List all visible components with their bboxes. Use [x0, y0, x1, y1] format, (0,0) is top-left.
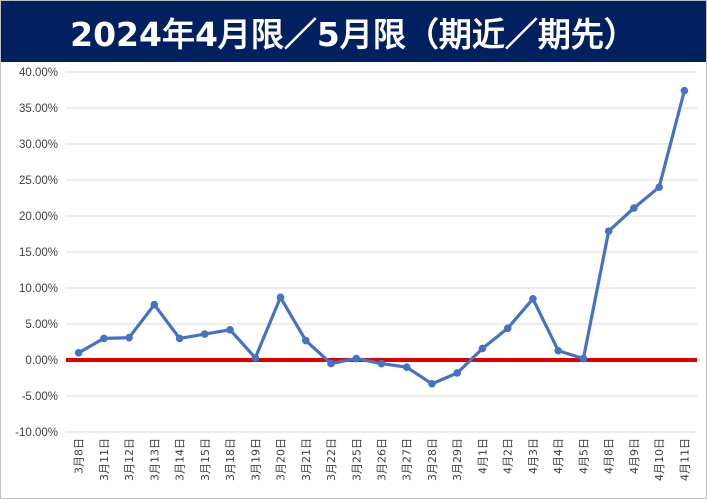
- data-point: [301, 336, 310, 345]
- x-tick-label: 3月20日: [275, 438, 288, 481]
- x-tick-label: 3月11日: [98, 438, 111, 481]
- x-tick-label: 3月18日: [224, 438, 237, 481]
- y-tick-label: 30.00%: [19, 139, 58, 151]
- title-bar: 2024年4月限／5月限（期近／期先）: [1, 1, 706, 62]
- data-point: [554, 346, 562, 355]
- data-point: [579, 354, 588, 363]
- x-tick-label: 3月13日: [148, 438, 161, 481]
- data-point: [680, 86, 689, 95]
- x-tick-label: 4月8日: [603, 438, 616, 474]
- data-point: [175, 334, 184, 343]
- x-tick-label: 4月2日: [502, 438, 515, 474]
- data-point: [251, 354, 260, 362]
- x-tick-label: 4月11日: [678, 438, 691, 481]
- y-tick-label: 40.00%: [19, 67, 58, 79]
- x-tick-label: 3月22日: [325, 438, 338, 481]
- y-tick-label: -5.00%: [22, 391, 58, 403]
- y-tick-label: 20.00%: [19, 211, 58, 223]
- data-point: [226, 325, 234, 334]
- y-tick-label: 35.00%: [19, 103, 58, 115]
- y-tick-label: 15.00%: [19, 247, 58, 259]
- y-tick-label: 5.00%: [25, 319, 58, 331]
- data-point: [402, 363, 411, 372]
- y-tick-label: 25.00%: [19, 175, 58, 187]
- x-tick-label: 3月27日: [401, 438, 414, 481]
- x-tick-label: 3月21日: [300, 438, 313, 481]
- x-tick-label: 4月3日: [527, 438, 540, 474]
- x-tick-label: 3月19日: [249, 438, 262, 481]
- data-point: [352, 354, 361, 363]
- chart-title: 2024年4月限／5月限（期近／期先）: [70, 14, 637, 54]
- x-tick-label: 3月14日: [174, 438, 187, 481]
- data-point: [201, 330, 209, 338]
- x-tick-label: 4月4日: [552, 438, 565, 474]
- data-point: [377, 359, 386, 368]
- series-line: [76, 89, 687, 386]
- gridlines: [66, 71, 697, 433]
- data-point: [327, 359, 335, 368]
- data-point: [655, 183, 663, 191]
- series: [74, 86, 689, 388]
- data-point: [630, 204, 638, 212]
- x-tick-label: 3月25日: [350, 438, 363, 481]
- data-point: [150, 300, 159, 309]
- y-tick-label: 0.00%: [25, 355, 58, 367]
- x-axis-ticks: 3月8日 3月11日 3月12日 3月13日 3月14日 3月15日 3月18日 3月19日 3…: [73, 438, 692, 481]
- data-point: [478, 344, 487, 353]
- data-point: [503, 324, 512, 333]
- x-tick-label: 4月5日: [577, 438, 590, 474]
- x-tick-label: 3月12日: [123, 438, 136, 481]
- y-tick-label: -10.00%: [15, 427, 58, 439]
- data-point: [100, 334, 108, 343]
- x-tick-label: 3月15日: [199, 438, 212, 481]
- x-tick-label: 4月10日: [653, 438, 666, 481]
- y-axis-ticks: -10.00% -5.00% 0.00% 5.00% 10.00% 15.00% 20.00…: [15, 67, 58, 439]
- x-tick-label: 4月1日: [476, 438, 489, 474]
- data-point: [276, 293, 285, 302]
- x-tick-label: 3月28日: [426, 438, 439, 481]
- y-tick-label: 10.00%: [19, 283, 58, 295]
- data-point: [604, 227, 613, 235]
- x-tick-label: 3月8日: [73, 438, 86, 474]
- x-tick-label: 4月9日: [628, 438, 641, 474]
- data-point: [428, 379, 436, 388]
- data-point: [453, 369, 462, 377]
- data-point: [125, 333, 133, 342]
- data-point: [74, 349, 83, 357]
- x-tick-label: 3月29日: [451, 438, 464, 481]
- data-point: [529, 295, 537, 303]
- x-tick-label: 3月26日: [376, 438, 389, 481]
